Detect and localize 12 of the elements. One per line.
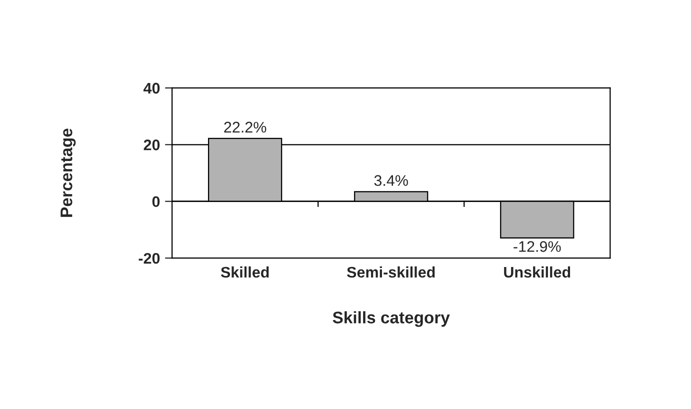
data-label: 3.4% bbox=[374, 175, 408, 186]
y-tick-label: -20 bbox=[138, 252, 160, 264]
x-tick-label: Unskilled bbox=[504, 266, 570, 278]
data-label: 22.2% bbox=[224, 122, 266, 133]
data-label: -12.9% bbox=[514, 241, 561, 252]
y-axis-title: Percentage bbox=[60, 128, 76, 217]
y-tick-label: 40 bbox=[143, 82, 160, 94]
y-tick-label: 20 bbox=[144, 140, 160, 150]
x-axis-title: Skills category bbox=[332, 311, 450, 327]
x-tick-label: Semi-skilled bbox=[346, 266, 435, 278]
y-tick-label: 0 bbox=[152, 196, 160, 208]
x-tick-label: Skilled bbox=[220, 266, 269, 278]
